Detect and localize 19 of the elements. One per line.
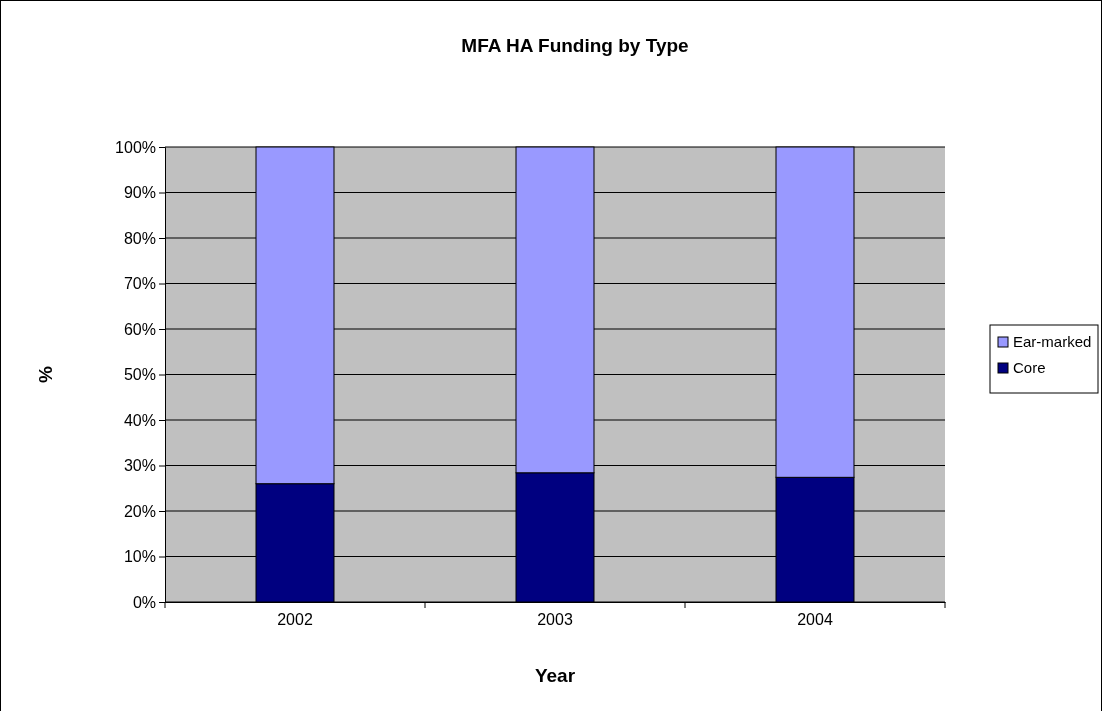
y-tick-label: 60% [123,320,156,338]
y-tick-label: 80% [123,229,156,247]
y-tick-label: 100% [115,138,156,156]
y-tick-label: 20% [123,502,156,520]
y-tick-label: 30% [123,457,156,475]
y-tick-label: 70% [123,275,156,293]
y-axis-title: % [35,365,56,383]
chart-title: MFA HA Funding by Type [461,35,689,56]
y-tick-label: 90% [123,184,156,202]
legend-label: Core [1013,359,1046,376]
x-tick-label: 2002 [277,611,313,629]
legend-label: Ear-marked [1013,333,1092,350]
y-tick-label: 10% [123,548,156,566]
x-tick-label: 2004 [797,611,833,629]
y-tick-label: 50% [123,366,156,384]
y-tick-label: 40% [123,411,156,429]
x-tick-label: 2003 [537,611,573,629]
y-tick-label: 0% [132,593,156,611]
x-axis-title: Year [534,665,576,686]
